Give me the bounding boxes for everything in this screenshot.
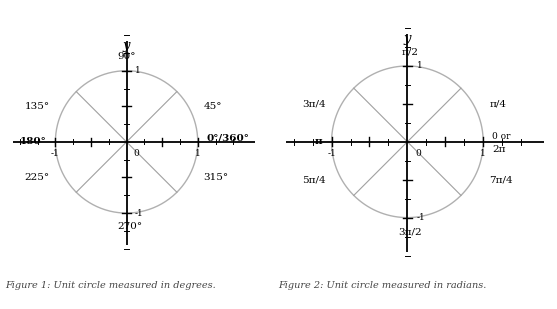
Text: 1: 1 [480, 149, 486, 159]
Text: y: y [123, 39, 130, 52]
Text: 180°: 180° [20, 138, 47, 146]
Text: 3π/2: 3π/2 [399, 227, 422, 236]
Text: π/2: π/2 [402, 47, 419, 56]
Text: 90°: 90° [118, 53, 136, 61]
Text: 1: 1 [135, 66, 141, 75]
Text: π/4: π/4 [489, 99, 506, 108]
Text: 0 or: 0 or [492, 132, 511, 141]
Text: 45°: 45° [203, 102, 222, 111]
Text: 135°: 135° [25, 102, 50, 111]
Text: 0°/360°: 0°/360° [206, 133, 249, 142]
Text: -1: -1 [135, 209, 144, 218]
Text: 1: 1 [195, 149, 201, 158]
Text: 270°: 270° [117, 222, 142, 231]
Text: 0: 0 [415, 149, 421, 159]
Text: -1: -1 [417, 213, 425, 222]
Text: -1: -1 [51, 149, 60, 158]
Text: 1: 1 [417, 61, 422, 70]
Text: 315°: 315° [203, 173, 228, 182]
Text: 7π/4: 7π/4 [489, 175, 513, 184]
Text: -1: -1 [327, 149, 336, 159]
Text: 2π: 2π [492, 145, 506, 154]
Text: 3π/4: 3π/4 [302, 99, 325, 108]
Text: 5π/4: 5π/4 [302, 175, 325, 184]
Text: Figure 2: Unit circle measured in radians.: Figure 2: Unit circle measured in radian… [278, 281, 487, 290]
Text: Figure 1: Unit circle measured in degrees.: Figure 1: Unit circle measured in degree… [6, 281, 216, 290]
Text: 0: 0 [134, 149, 139, 158]
Text: π: π [315, 137, 323, 146]
Text: 225°: 225° [25, 173, 50, 182]
Text: y: y [404, 32, 411, 45]
